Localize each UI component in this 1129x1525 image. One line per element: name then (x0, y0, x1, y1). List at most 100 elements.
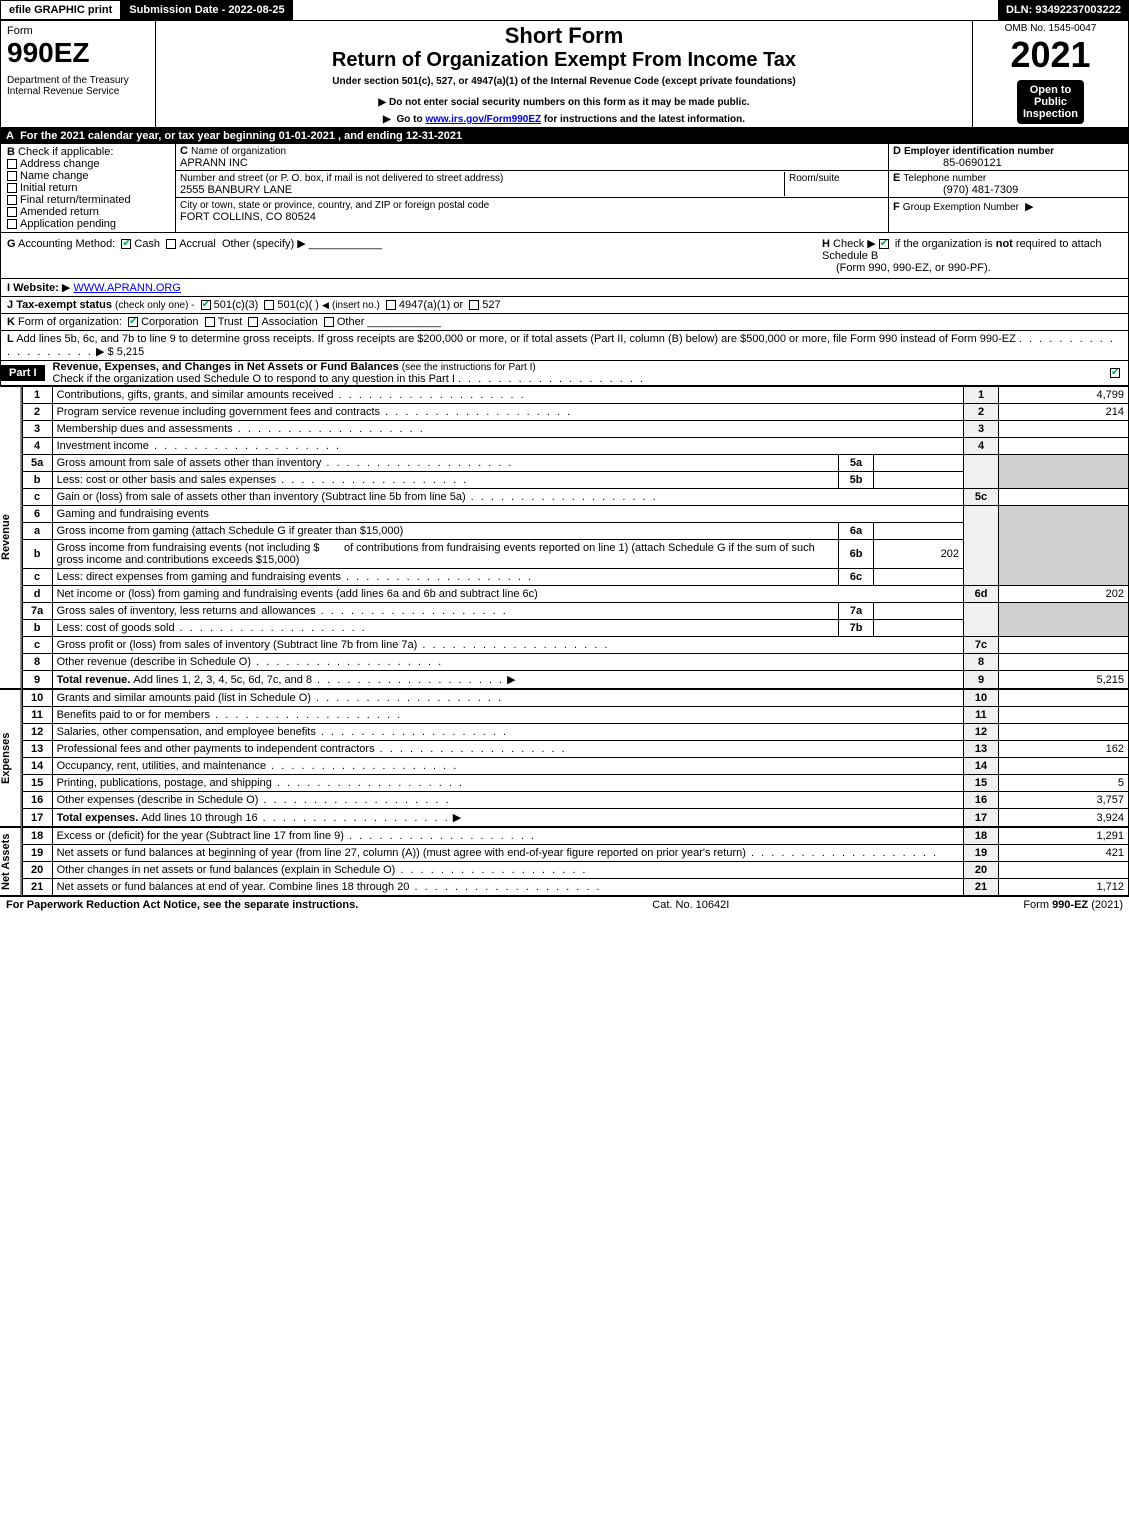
letter-j: J (7, 299, 13, 311)
h-text2: if the organization is (895, 238, 996, 250)
schedule-o-checkbox[interactable] (1110, 368, 1120, 378)
line7b-sublabel: 7b (839, 620, 874, 637)
netassets-sidebar-label: Net Assets (0, 827, 22, 896)
amended-return-checkbox[interactable] (7, 207, 17, 217)
line5a-sublabel: 5a (839, 455, 874, 472)
irs-link[interactable]: www.irs.gov/Form990EZ (425, 114, 541, 125)
line11-val (999, 707, 1129, 724)
trust-label: Trust (218, 316, 243, 328)
line15-val: 5 (999, 775, 1129, 792)
line6d-ln: 6d (964, 586, 999, 603)
footer-right: Form 990-EZ (2021) (1023, 899, 1123, 911)
line14-desc: Occupancy, rent, utilities, and maintena… (57, 760, 267, 772)
line6d-val: 202 (999, 586, 1129, 603)
phone-label: Telephone number (903, 173, 986, 184)
netassets-section: Net Assets 18Excess or (deficit) for the… (0, 827, 1129, 896)
line6a-sublabel: 6a (839, 523, 874, 540)
final-return-checkbox[interactable] (7, 195, 17, 205)
line7c-desc: Gross profit or (loss) from sales of inv… (57, 639, 418, 651)
line21-desc: Net assets or fund balances at end of ye… (57, 881, 410, 893)
application-pending-checkbox[interactable] (7, 219, 17, 229)
revenue-section: Revenue 1Contributions, gifts, grants, a… (0, 386, 1129, 689)
line13-val: 162 (999, 741, 1129, 758)
letter-b: B (7, 146, 15, 158)
association-checkbox[interactable] (248, 317, 258, 327)
other-org-label: Other (337, 316, 365, 328)
cash-checkbox[interactable] (121, 239, 131, 249)
footer-left: For Paperwork Reduction Act Notice, see … (6, 899, 358, 911)
trust-checkbox[interactable] (205, 317, 215, 327)
line16-ln: 16 (964, 792, 999, 809)
line11-ln: 11 (964, 707, 999, 724)
line6d-desc: Net income or (loss) from gaming and fun… (57, 588, 538, 600)
form-org-label: Form of organization: (18, 316, 122, 328)
line6a-subval (874, 523, 964, 540)
warning-ssn: Do not enter social security numbers on … (162, 97, 966, 108)
warning-link-row: Go to www.irs.gov/Form990EZ for instruct… (162, 114, 966, 125)
website-label: Website: (13, 282, 59, 294)
initial-return-label: Initial return (20, 182, 77, 194)
website-link[interactable]: WWW.APRANN.ORG (73, 282, 181, 294)
line16-desc: Other expenses (describe in Schedule O) (57, 794, 259, 806)
letter-k: K (7, 316, 15, 328)
check-applicable-label: Check if applicable: (18, 146, 113, 158)
line12-ln: 12 (964, 724, 999, 741)
line18-desc: Excess or (deficit) for the year (Subtra… (57, 830, 344, 842)
corporation-label: Corporation (141, 316, 198, 328)
line6b-subval: 202 (874, 540, 964, 569)
line10-desc: Grants and similar amounts paid (list in… (57, 692, 311, 704)
line7c-val (999, 637, 1129, 654)
501c3-checkbox[interactable] (201, 300, 211, 310)
warn2-post: for instructions and the latest informat… (544, 114, 745, 125)
gross-receipts-amount: $ 5,215 (108, 346, 145, 358)
line5c-ln: 5c (964, 489, 999, 506)
line9-ln: 9 (964, 671, 999, 689)
line13-desc: Professional fees and other payments to … (57, 743, 375, 755)
letter-l: L (7, 333, 14, 345)
org-name-label: Name of organization (191, 146, 286, 157)
4947-checkbox[interactable] (386, 300, 396, 310)
line6-desc: Gaming and fundraising events (52, 506, 963, 523)
line14-ln: 14 (964, 758, 999, 775)
501c-label: 501(c)( ) (277, 299, 319, 311)
initial-return-checkbox[interactable] (7, 183, 17, 193)
line6a-desc: Gross income from gaming (attach Schedul… (57, 525, 404, 537)
line17-desc2: Add lines 10 through 16 (141, 812, 257, 824)
city-label: City or town, state or province, country… (180, 200, 489, 211)
efile-print-button[interactable]: efile GRAPHIC print (0, 0, 121, 20)
ein-label: Employer identification number (904, 146, 1054, 157)
527-checkbox[interactable] (469, 300, 479, 310)
letter-g: G (7, 238, 16, 250)
line6b-sublabel: 6b (839, 540, 874, 569)
city-value: FORT COLLINS, CO 80524 (180, 211, 316, 223)
line8-desc: Other revenue (describe in Schedule O) (57, 656, 251, 668)
line19-ln: 19 (964, 845, 999, 862)
other-org-checkbox[interactable] (324, 317, 334, 327)
name-change-checkbox[interactable] (7, 171, 17, 181)
line10-ln: 10 (964, 690, 999, 707)
line17-desc: Total expenses. (57, 812, 142, 824)
line2-desc: Program service revenue including govern… (57, 406, 380, 418)
letter-e: E (893, 172, 900, 184)
line5a-subval (874, 455, 964, 472)
schedule-b-checkbox[interactable] (879, 239, 889, 249)
part1-title: Revenue, Expenses, and Changes in Net As… (53, 361, 399, 373)
line20-ln: 20 (964, 862, 999, 879)
501c-checkbox[interactable] (264, 300, 274, 310)
address-change-checkbox[interactable] (7, 159, 17, 169)
line15-ln: 15 (964, 775, 999, 792)
org-info-block: B Check if applicable: Address change Na… (0, 144, 1129, 233)
line19-val: 421 (999, 845, 1129, 862)
line21-val: 1,712 (999, 879, 1129, 896)
part1-header-row: Part I Revenue, Expenses, and Changes in… (0, 361, 1129, 386)
section-a: A For the 2021 calendar year, or tax yea… (0, 128, 1129, 144)
dln-label: DLN: 93492237003222 (998, 0, 1129, 20)
corporation-checkbox[interactable] (128, 317, 138, 327)
line17-val: 3,924 (999, 809, 1129, 827)
address-change-label: Address change (20, 158, 100, 170)
accrual-checkbox[interactable] (166, 239, 176, 249)
street-value: 2555 BANBURY LANE (180, 184, 292, 196)
527-label: 527 (482, 299, 500, 311)
expenses-section: Expenses 10Grants and similar amounts pa… (0, 689, 1129, 827)
letter-i: I (7, 282, 10, 294)
